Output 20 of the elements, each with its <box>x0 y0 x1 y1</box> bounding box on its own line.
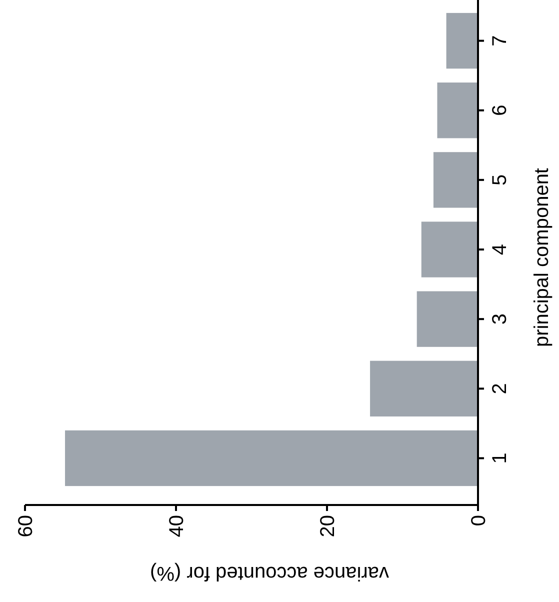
x-axis-title: variance accounted for (%) <box>150 562 390 584</box>
bar <box>421 222 478 278</box>
x-tick-label: 20 <box>317 515 339 538</box>
y-tick-label: 5 <box>489 174 511 186</box>
y-tick-label: 2 <box>489 383 511 394</box>
bar <box>446 12 478 69</box>
y-tick-label: 7 <box>489 35 511 46</box>
y-tick-label: 4 <box>489 244 511 256</box>
y-tick-label: 1 <box>489 452 511 464</box>
x-tick-label: 40 <box>166 515 188 538</box>
bar <box>65 430 478 486</box>
y-tick-label: 3 <box>489 314 511 325</box>
x-tick-label: 60 <box>15 515 37 538</box>
bar <box>370 360 478 416</box>
bar <box>437 82 478 138</box>
y-tick-label: 6 <box>489 104 511 116</box>
bar <box>433 152 478 208</box>
x-tick-label: 0 <box>468 515 490 526</box>
bar <box>416 291 478 347</box>
y-axis-title: principal component <box>531 168 553 347</box>
